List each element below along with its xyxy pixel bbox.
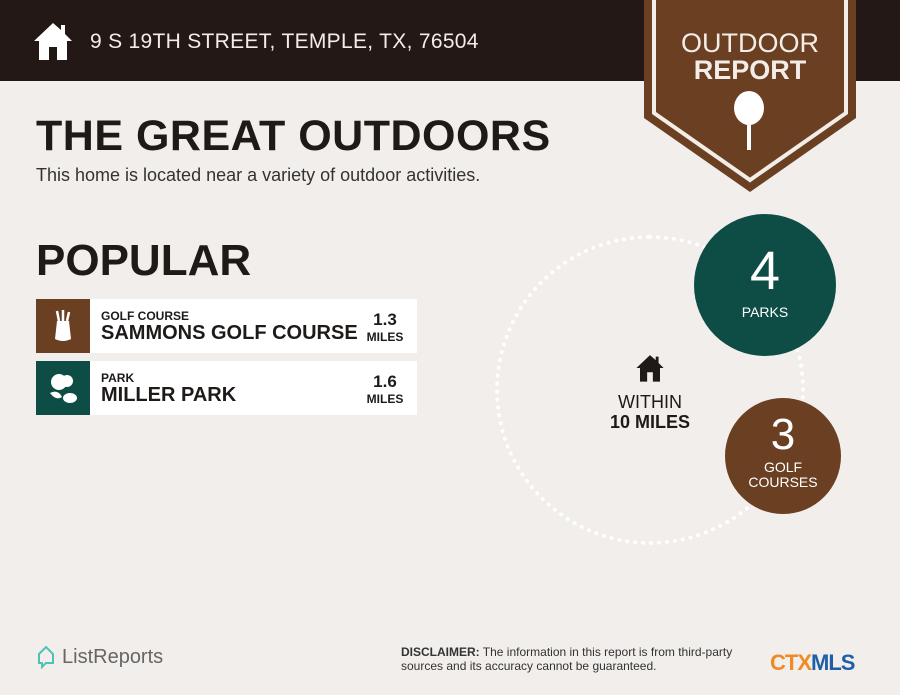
listreports-logo-icon: [38, 645, 54, 669]
item-category: PARK: [101, 371, 135, 385]
page-subtitle: This home is located near a variety of o…: [36, 165, 481, 185]
disclaimer: DISCLAIMER: The information in this repo…: [401, 645, 761, 673]
listreports-logo: ListReports: [36, 645, 163, 669]
badge-line1: OUTDOOR: [681, 28, 819, 58]
item-unit: MILES: [366, 330, 404, 344]
within-label: WITHIN 10 MILES: [590, 392, 710, 432]
mls-part2: MLS: [811, 650, 855, 675]
golf-count-circle: 3 GOLF COURSES: [725, 398, 841, 514]
golf-label-1: GOLF: [763, 459, 803, 475]
item-distance: 1.6: [373, 372, 397, 391]
home-icon: [636, 355, 664, 382]
golf-count: 3: [770, 410, 796, 459]
within-distance: 10 MILES: [609, 412, 691, 432]
item-distance: 1.3: [373, 310, 397, 329]
radius-ring: [495, 235, 805, 545]
within-line1: WITHIN: [618, 392, 682, 412]
golf-label-2: COURSES: [748, 474, 818, 490]
list-item-park: PARK MILLER PARK 1.6 MILES: [36, 361, 417, 415]
home-icon: [34, 23, 72, 60]
golf-bag-icon: [36, 299, 90, 353]
parks-label: PARKS: [741, 304, 789, 320]
outdoor-report-badge: [644, 0, 856, 192]
parks-count-circle: 4 PARKS: [694, 214, 836, 356]
page-title: THE GREAT OUTDOORS: [36, 112, 551, 160]
badge-line2: REPORT: [693, 55, 807, 85]
item-name: SAMMONS GOLF COURSE: [101, 322, 358, 344]
mls-part1: CTX: [770, 650, 812, 675]
tree-icon: [734, 91, 764, 150]
ctxmls-logo: CTXMLS: [770, 650, 855, 676]
disclaimer-label: DISCLAIMER:: [401, 645, 480, 659]
property-address: 9 S 19TH STREET, TEMPLE, TX, 76504: [90, 30, 479, 53]
item-name: MILLER PARK: [101, 384, 237, 406]
disclaimer-text: The information in this report is from t…: [401, 645, 733, 673]
item-unit: MILES: [366, 392, 404, 406]
park-icon: [36, 361, 90, 415]
list-item-golf: GOLF COURSE SAMMONS GOLF COURSE 1.3 MILE…: [36, 299, 417, 353]
parks-count: 4: [749, 241, 781, 301]
popular-heading: POPULAR: [36, 236, 252, 285]
item-category: GOLF COURSE: [101, 309, 190, 323]
brand-name: ListReports: [62, 645, 164, 668]
